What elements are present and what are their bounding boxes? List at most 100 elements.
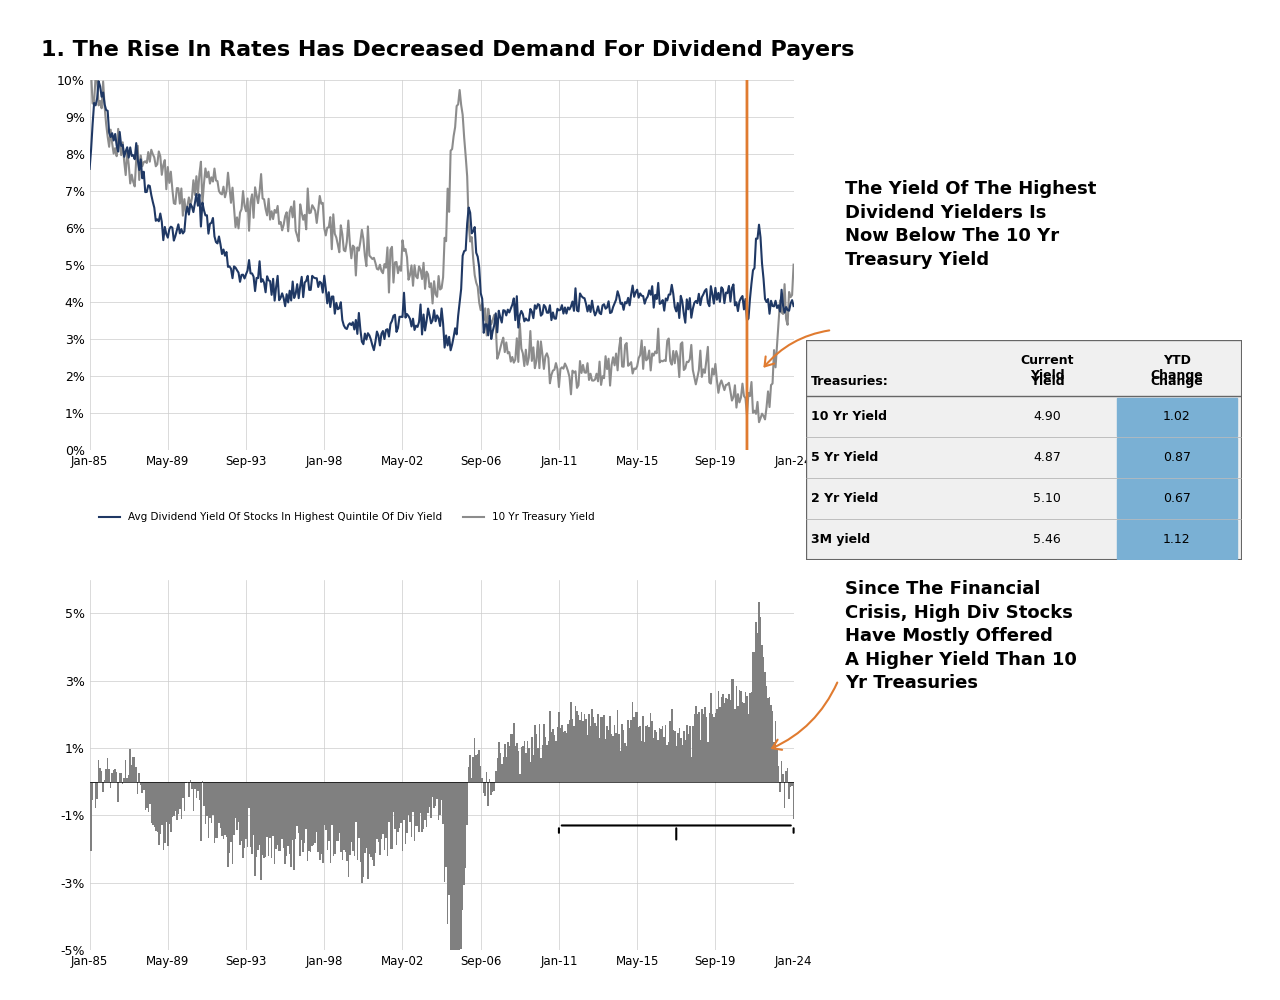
Bar [324,782,325,825]
Bar [449,782,452,963]
Bar [329,782,332,863]
Bar [595,726,598,782]
Bar [573,726,575,782]
Bar [675,731,676,782]
Bar [723,703,726,782]
Bar [678,728,680,782]
Bar [709,713,710,782]
Bar [172,782,173,817]
Bar [690,757,692,782]
Bar [607,726,608,782]
Bar [547,745,548,782]
Bar [756,633,758,782]
Bar [465,782,466,868]
Bar [328,782,329,841]
Bar [241,782,242,841]
Bar [212,782,214,815]
Bar [700,740,701,782]
Bar [704,707,705,782]
Bar [585,719,586,782]
Bar [179,782,180,809]
Bar [507,742,508,782]
Bar [531,737,532,782]
Bar [374,782,375,866]
Bar [388,782,389,822]
Bar [113,770,114,782]
Bar [453,782,454,964]
Bar [477,754,479,782]
Bar [300,782,301,856]
Bar [326,782,328,850]
FancyBboxPatch shape [806,340,1242,560]
Bar [319,782,320,860]
Bar [728,694,730,782]
Bar [753,652,754,782]
Bar [1116,479,1236,518]
Bar [686,725,687,782]
Bar [754,652,755,782]
Bar [662,726,663,782]
Bar [520,774,521,782]
Bar [454,782,456,965]
Text: 5 Yr Yield: 5 Yr Yield [812,451,878,464]
Bar [525,753,526,782]
Bar [95,782,96,808]
Bar [512,734,513,782]
Bar [415,782,417,826]
Bar [636,712,637,782]
Bar [778,766,780,782]
Bar [340,782,342,852]
Bar [154,782,155,827]
Bar [204,782,205,806]
Text: YTD
Change: YTD Change [1151,354,1203,382]
Bar [275,782,276,849]
Bar [644,742,645,782]
Bar [603,715,605,782]
Bar [649,727,650,782]
Bar [513,723,515,782]
Bar [92,782,93,800]
Bar [282,782,283,839]
Bar [481,778,483,782]
Bar [289,782,291,854]
Bar [156,782,157,832]
Bar [116,772,118,782]
Bar [594,723,595,782]
Bar [483,782,484,793]
Bar [530,762,531,782]
Bar [634,717,635,782]
Bar [1116,520,1236,559]
Bar [654,730,655,782]
Bar [247,782,248,847]
Bar [666,725,667,782]
Bar [232,782,233,864]
Bar [466,782,468,825]
Bar [563,732,564,782]
Bar [620,751,621,782]
Bar [438,782,439,820]
Bar [589,714,590,782]
Bar [480,766,481,782]
Bar [564,731,566,782]
Bar [758,602,760,782]
Bar [474,738,475,782]
Bar [486,772,488,782]
Bar [283,782,284,848]
Bar [488,782,489,806]
Bar [229,782,230,853]
Bar [655,732,658,782]
Bar [403,782,404,820]
Bar [302,782,303,852]
Bar [646,725,649,782]
Bar [600,717,602,782]
Bar [294,782,297,839]
Bar [508,746,509,782]
Bar [461,782,462,949]
Bar [292,782,293,840]
Text: 5.10: 5.10 [1033,492,1061,505]
Bar [417,782,419,826]
Bar [225,782,228,837]
Bar [266,782,268,837]
Bar [444,782,445,882]
Text: 1. The Rise In Rates Has Decreased Demand For Dividend Payers: 1. The Rise In Rates Has Decreased Deman… [41,40,855,60]
